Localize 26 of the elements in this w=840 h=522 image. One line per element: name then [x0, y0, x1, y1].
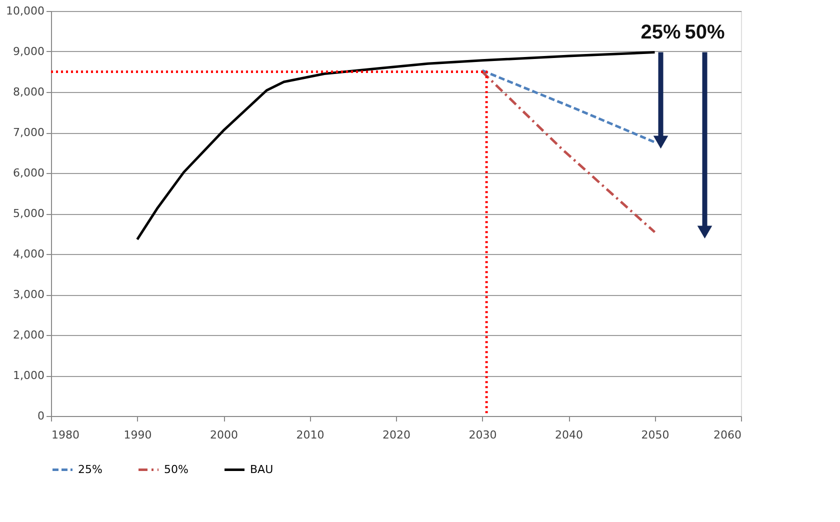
x-tick-label: 1980 [52, 428, 80, 442]
y-tick-label: 7,000 [13, 126, 44, 139]
y-tick-label: 0 [38, 410, 44, 422]
x-tick-label: 2050 [641, 428, 670, 442]
x-tick-label: 2040 [555, 428, 583, 442]
y-tick-label: 4,000 [13, 248, 44, 260]
y-tick-label: 10,000 [6, 4, 44, 18]
y-tick-label: 2,000 [13, 328, 44, 342]
annotation: 50% [684, 21, 725, 44]
x-tick-label: 2000 [210, 428, 238, 442]
y-tick-label: 3,000 [13, 288, 44, 301]
legend-label: BAU [250, 462, 274, 476]
x-tick-label: 2010 [296, 428, 324, 442]
y-tick-label: 5,000 [13, 207, 44, 220]
line-series [136, 51, 656, 241]
y-tick-label: 8,000 [13, 86, 44, 98]
legend-label: 25% [78, 462, 102, 476]
x-tick-label: 2020 [382, 428, 410, 442]
x-tick-label: 2060 [714, 428, 742, 442]
x-tick-label: 1990 [124, 428, 152, 442]
y-tick-label: 9,000 [13, 45, 44, 58]
x-tick-label: 2030 [468, 428, 497, 442]
y-tick-label: 6,000 [13, 166, 44, 180]
legend-label: 50% [164, 462, 188, 476]
annotation: 25% [640, 21, 681, 44]
y-tick-label: 1,000 [13, 369, 44, 382]
